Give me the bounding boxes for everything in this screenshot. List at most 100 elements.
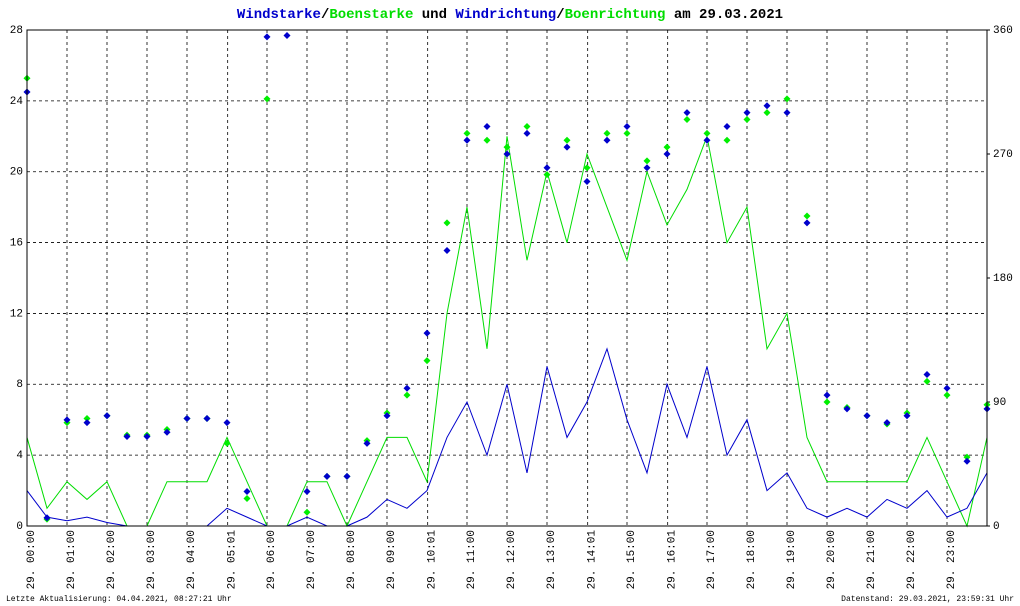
direction-dot bbox=[963, 453, 971, 461]
y-tick-label: 28 bbox=[10, 25, 23, 37]
direction-dot bbox=[343, 472, 351, 480]
direction-dot bbox=[403, 384, 411, 392]
direction-dot bbox=[863, 412, 871, 420]
direction-dot bbox=[783, 109, 791, 117]
direction-dot bbox=[423, 357, 431, 365]
direction-dot bbox=[603, 136, 611, 144]
direction-dot bbox=[603, 129, 611, 137]
direction-dot bbox=[783, 95, 791, 103]
legend-entry: Boenrichtung bbox=[565, 7, 666, 23]
y2-tick-label: 0 bbox=[993, 521, 1000, 533]
direction-dot bbox=[743, 116, 751, 124]
y-tick-label: 20 bbox=[10, 167, 23, 179]
x-tick-label: 29. 10:01 bbox=[427, 530, 439, 590]
x-tick-label: 29. 09:00 bbox=[386, 530, 398, 589]
x-tick-label: 29. 22:00 bbox=[906, 530, 918, 589]
x-tick-label: 29. 08:00 bbox=[346, 530, 358, 589]
direction-dot bbox=[323, 472, 331, 480]
y-tick-label: 4 bbox=[16, 450, 23, 462]
direction-dot bbox=[623, 122, 631, 130]
direction-dot bbox=[803, 219, 811, 227]
legend-entry: Windstarke bbox=[237, 7, 321, 23]
x-tick-label: 29. 19:00 bbox=[786, 530, 798, 589]
x-tick-label: 29. 21:00 bbox=[866, 530, 878, 589]
direction-dot bbox=[163, 428, 171, 436]
title-part: / bbox=[321, 7, 329, 23]
direction-dot bbox=[463, 129, 471, 137]
footer-left: Letzte Aktualisierung: 04.04.2021, 08:27… bbox=[6, 595, 232, 604]
direction-dot bbox=[143, 432, 151, 440]
direction-dot bbox=[923, 377, 931, 385]
x-tick-label: 29. 04:00 bbox=[186, 530, 198, 589]
y-tick-label: 12 bbox=[10, 308, 23, 320]
direction-dot bbox=[583, 164, 591, 172]
x-tick-label: 29. 00:00 bbox=[26, 530, 38, 589]
x-tick-label: 29. 18:00 bbox=[746, 530, 758, 589]
legend-entry: Windrichtung bbox=[455, 7, 556, 23]
plot-border bbox=[26, 29, 988, 527]
direction-dot bbox=[583, 178, 591, 186]
title-part: am 29.03.2021 bbox=[665, 7, 783, 23]
direction-dot bbox=[503, 143, 511, 151]
direction-dot bbox=[723, 136, 731, 144]
direction-dot bbox=[223, 439, 231, 447]
direction-dot bbox=[703, 129, 711, 137]
direction-dot bbox=[423, 329, 431, 337]
direction-dot bbox=[923, 370, 931, 378]
direction-dot bbox=[663, 150, 671, 158]
legend-entry: Boenstarke bbox=[329, 7, 413, 23]
direction-dot bbox=[843, 405, 851, 413]
y2-tick-label: 360 bbox=[993, 25, 1013, 37]
direction-dot bbox=[643, 157, 651, 165]
direction-dot bbox=[563, 143, 571, 151]
direction-dot bbox=[763, 102, 771, 110]
title-part: / bbox=[556, 7, 564, 23]
direction-dot bbox=[963, 457, 971, 465]
x-tick-label: 29. 05:01 bbox=[227, 530, 239, 590]
y-tick-label: 16 bbox=[10, 237, 23, 249]
direction-dot bbox=[523, 129, 531, 137]
direction-dot bbox=[283, 32, 291, 40]
direction-dot bbox=[663, 143, 671, 151]
x-tick-label: 29. 14:01 bbox=[587, 530, 599, 590]
direction-dot bbox=[43, 514, 51, 522]
direction-dot bbox=[943, 384, 951, 392]
direction-dot bbox=[743, 109, 751, 117]
direction-dot bbox=[303, 488, 311, 496]
y2-tick-label: 270 bbox=[993, 149, 1013, 161]
direction-dot bbox=[823, 398, 831, 406]
direction-dot bbox=[183, 415, 191, 423]
x-tick-label: 29. 12:00 bbox=[506, 530, 518, 589]
direction-dot bbox=[543, 171, 551, 179]
direction-dot bbox=[303, 508, 311, 516]
direction-dot bbox=[643, 164, 651, 172]
direction-dot bbox=[103, 412, 111, 420]
y2-tick-label: 180 bbox=[993, 273, 1013, 285]
direction-dot bbox=[883, 419, 891, 427]
x-tick-label: 29. 01:00 bbox=[66, 530, 78, 589]
x-tick-label: 29. 20:00 bbox=[826, 530, 838, 589]
x-tick-label: 29. 07:00 bbox=[306, 530, 318, 589]
y2-tick-label: 90 bbox=[993, 397, 1006, 409]
y-tick-label: 24 bbox=[10, 96, 24, 108]
y-tick-label: 8 bbox=[16, 379, 23, 391]
direction-dot bbox=[823, 391, 831, 399]
series-line bbox=[26, 134, 988, 528]
direction-dot bbox=[803, 212, 811, 220]
x-tick-label: 29. 23:00 bbox=[946, 530, 958, 589]
direction-dot bbox=[443, 246, 451, 254]
direction-dot bbox=[83, 419, 91, 427]
direction-dot bbox=[363, 439, 371, 447]
direction-dot bbox=[203, 415, 211, 423]
direction-dot bbox=[703, 136, 711, 144]
direction-dot bbox=[403, 391, 411, 399]
x-tick-label: 29. 13:00 bbox=[546, 530, 558, 589]
direction-dot bbox=[443, 219, 451, 227]
footer-right: Datenstand: 29.03.2021, 23:59:31 Uhr bbox=[841, 595, 1014, 604]
direction-dot bbox=[623, 129, 631, 137]
direction-dot bbox=[683, 116, 691, 124]
direction-dot bbox=[683, 109, 691, 117]
direction-dot bbox=[263, 33, 271, 41]
direction-dot bbox=[263, 95, 271, 103]
x-tick-label: 29. 15:00 bbox=[626, 530, 638, 589]
